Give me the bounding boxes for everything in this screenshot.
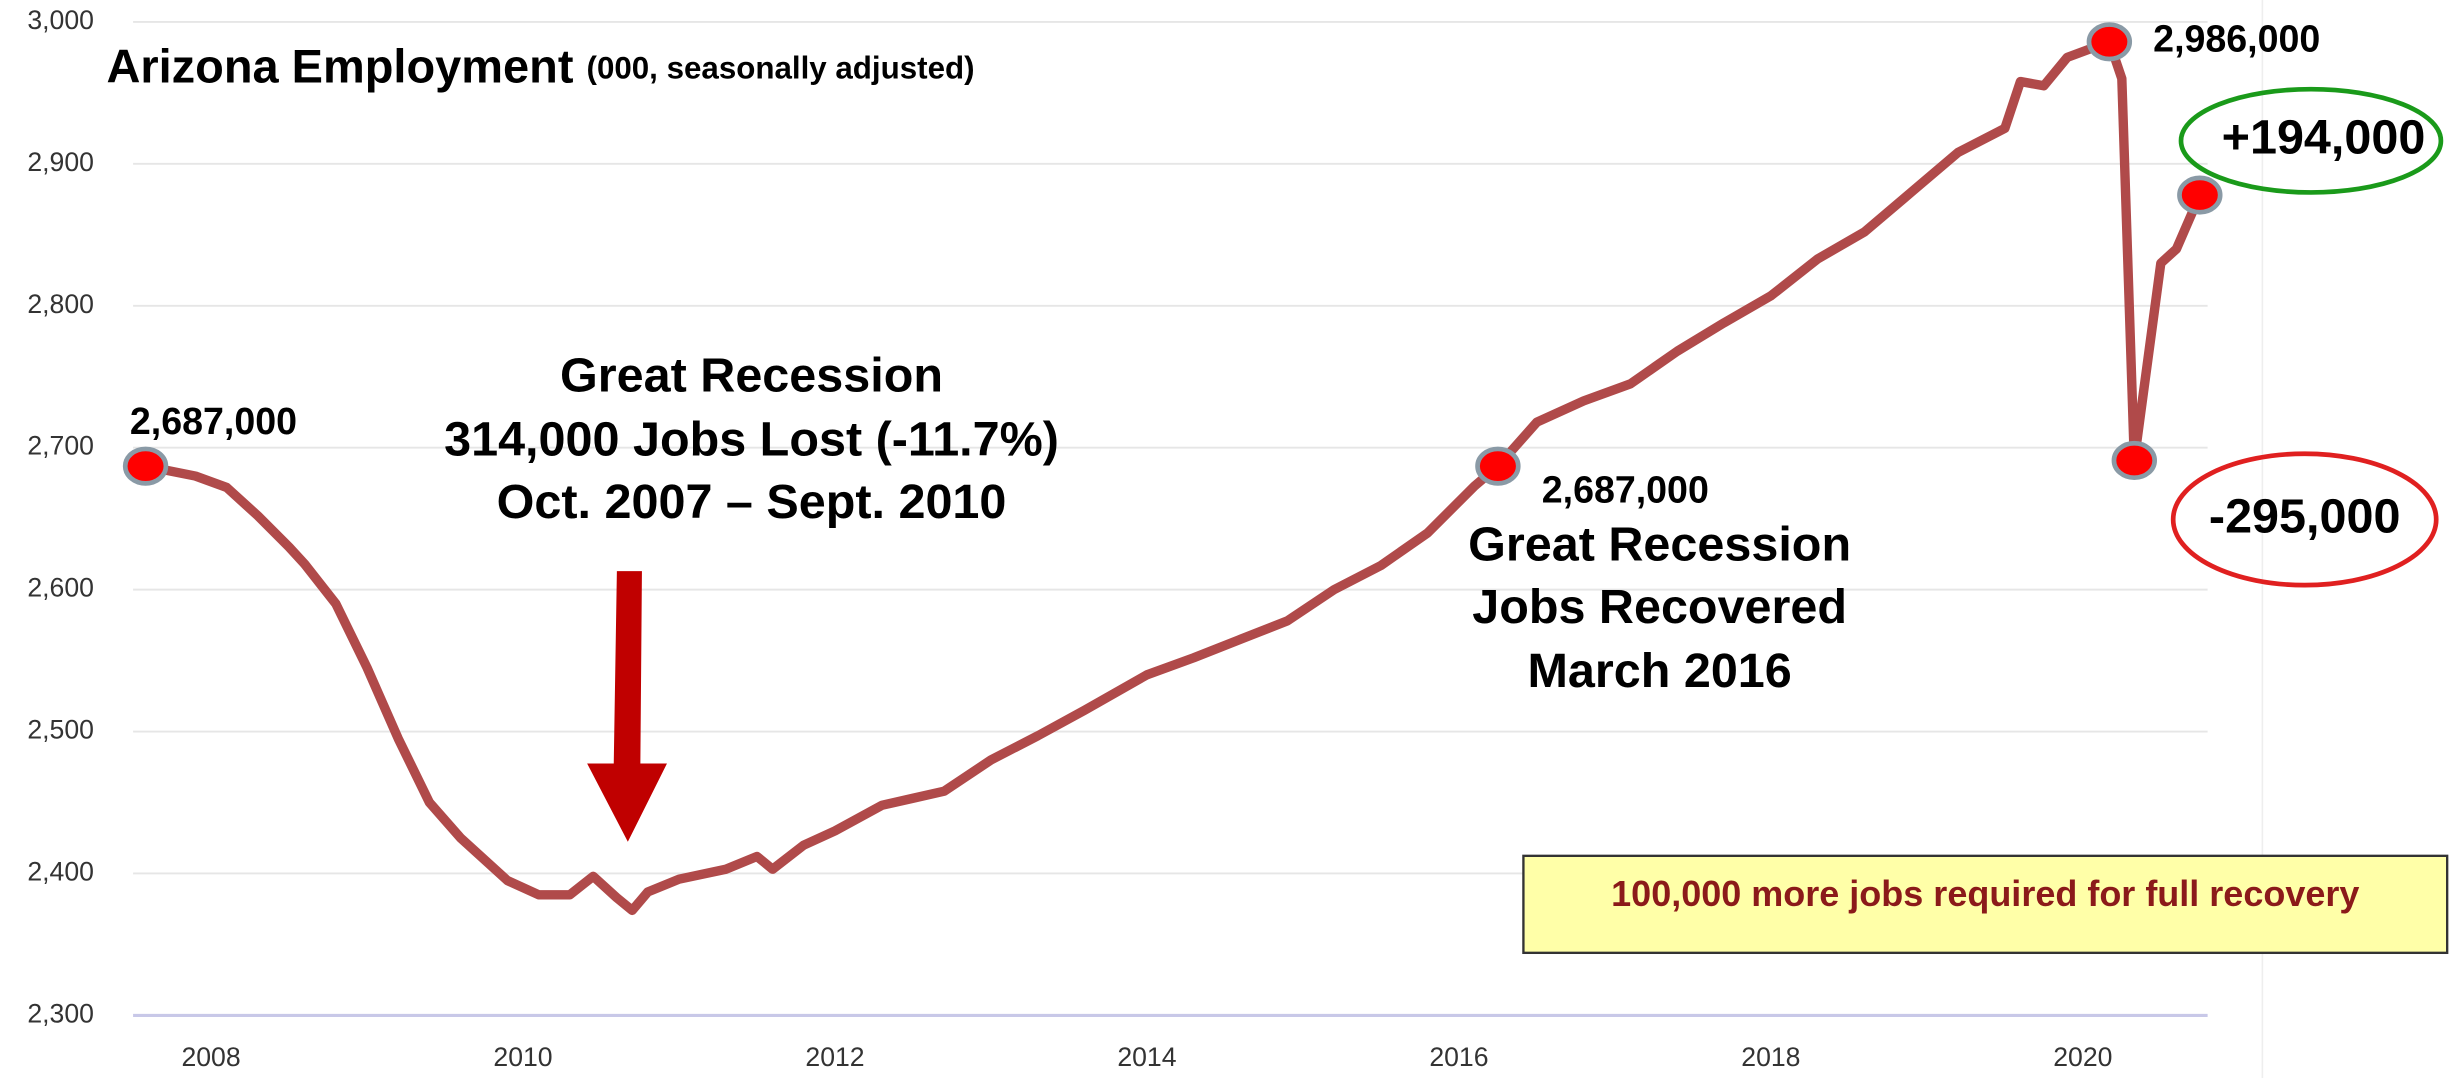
y-tick-label: 2,900 [27,147,94,177]
annotation: Great Recession [1468,517,1851,571]
y-tick-label: 2,800 [27,289,94,319]
annotations: Great Recession 314,000 Jobs Lost (-11.7… [444,86,2449,955]
marker [1475,446,1521,486]
loss-ellipse [2170,451,2439,588]
y-tick-label: 2,400 [27,857,94,887]
x-tick-label: 2016 [1429,1042,1488,1072]
y-tick-label: 2,600 [27,573,94,603]
marker [2111,440,2158,481]
y-tick-label: 3,000 [27,5,94,35]
marker-label: 2,687,000 [130,400,297,442]
y-tick-label: 2,700 [27,431,94,461]
marker [2086,22,2133,62]
x-tick-label: 2010 [493,1042,552,1072]
chart-title: Arizona Employment (000, seasonally adju… [106,40,974,93]
note: 100,000 more jobs required for full reco… [1611,873,2359,914]
x-tick-label: 2012 [805,1042,864,1072]
annotation: Oct. 2007 – Sept. 2010 [497,475,1007,529]
marker [2177,175,2223,215]
annotation: Jobs Recovered [1472,580,1847,634]
x-tick-label: 2008 [181,1042,240,1072]
marker [122,446,169,486]
annotation: March 2016 [1527,644,1791,698]
line [144,37,2205,916]
x-tick-label: 2014 [1117,1042,1176,1072]
annotation: -295,000 [2209,489,2401,543]
y-tick-label: 2,500 [27,715,94,745]
marker-label: 2,986,000 [2153,18,2320,60]
note-box [1522,854,2449,955]
annotation: Great Recession [560,348,943,402]
y-tick-label: 2,300 [27,998,94,1028]
annotation: 314,000 Jobs Lost (-11.7%) [444,413,1059,467]
annotation: +194,000 [2222,111,2426,165]
arrow [587,571,667,842]
x-tick-label: 2018 [1741,1042,1800,1072]
marker-label: 2,687,000 [1542,469,1709,511]
gain-ellipse [2178,86,2444,195]
x-tick-label: 2020 [2053,1042,2112,1072]
